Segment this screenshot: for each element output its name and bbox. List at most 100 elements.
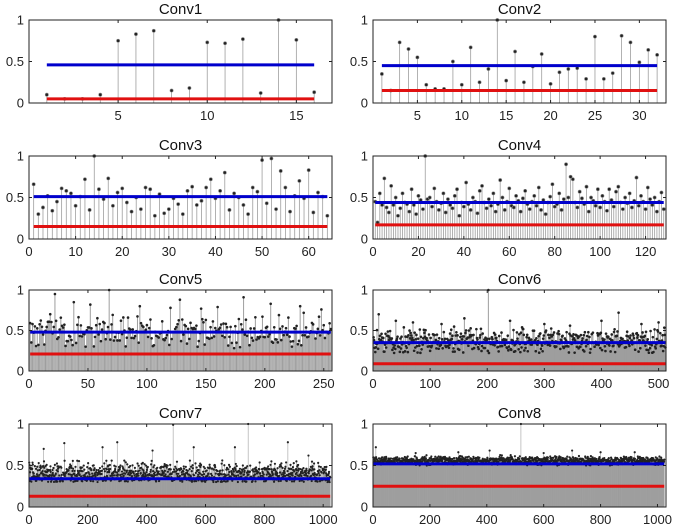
data-point <box>390 337 394 340</box>
data-point <box>182 467 186 470</box>
data-point <box>405 346 408 350</box>
data-point <box>225 474 228 477</box>
data-point <box>169 306 172 310</box>
data-point <box>437 336 441 340</box>
y-tick-label: 0.5 <box>6 323 24 338</box>
data-point <box>435 333 439 336</box>
data-point <box>508 319 512 323</box>
data-point <box>638 346 642 350</box>
stems <box>46 20 315 103</box>
data-point <box>101 446 104 449</box>
data-point <box>238 467 242 470</box>
data-point <box>125 469 129 472</box>
data-point <box>263 335 267 339</box>
data-point <box>486 67 491 71</box>
data-point <box>268 468 271 471</box>
data-point <box>55 199 59 204</box>
data-point <box>620 207 625 212</box>
x-tick-label: 200 <box>77 512 99 527</box>
data-point <box>513 349 517 353</box>
data-point <box>548 194 553 199</box>
data-point <box>175 325 178 329</box>
data-point <box>232 191 237 196</box>
data-point <box>479 333 482 337</box>
data-point <box>388 329 392 333</box>
y-tick-label: 1 <box>17 417 24 432</box>
data-point <box>188 467 191 471</box>
data-point <box>287 472 291 476</box>
data-point <box>478 336 482 339</box>
data-point <box>635 331 639 335</box>
data-point <box>375 328 379 332</box>
y-tick-label: 0.5 <box>350 323 368 338</box>
x-tick-label: 40 <box>208 244 222 259</box>
data-point <box>636 333 640 337</box>
data-point <box>522 333 526 337</box>
data-point <box>424 82 429 87</box>
data-point <box>543 212 548 217</box>
data-point <box>166 207 171 212</box>
data-point <box>291 471 294 474</box>
data-point <box>276 341 280 344</box>
data-point <box>441 191 446 196</box>
data-point <box>195 324 198 327</box>
data-point <box>34 344 38 348</box>
data-point <box>615 334 619 338</box>
data-point <box>300 343 303 347</box>
data-point <box>230 469 233 473</box>
data-point <box>601 77 606 81</box>
data-point <box>328 480 331 484</box>
data-point <box>504 78 509 83</box>
data-point <box>475 211 480 216</box>
data-point <box>302 480 305 483</box>
data-point <box>65 467 68 471</box>
data-point <box>561 334 564 338</box>
data-point <box>163 338 166 342</box>
data-point <box>282 333 285 337</box>
data-point <box>249 327 252 330</box>
data-point <box>202 320 205 324</box>
data-point <box>142 471 145 474</box>
data-point <box>628 344 631 348</box>
data-point <box>449 328 453 332</box>
x-tick-label: 0 <box>25 512 32 527</box>
data-point <box>464 331 467 335</box>
data-point <box>196 345 199 349</box>
data-point <box>108 470 111 474</box>
data-point <box>144 464 148 467</box>
data-point <box>94 475 97 478</box>
data-point <box>539 332 542 335</box>
data-point <box>212 480 215 484</box>
data-point <box>284 465 287 468</box>
data-point <box>100 328 104 331</box>
data-point <box>49 480 53 483</box>
data-point <box>264 201 269 206</box>
data-point <box>91 472 94 475</box>
data-point <box>525 335 528 339</box>
data-point <box>559 208 564 212</box>
data-point <box>195 466 198 469</box>
data-point <box>241 203 246 207</box>
x-tick-label: 1000 <box>309 512 338 527</box>
data-point <box>484 206 489 211</box>
x-tick-label: 400 <box>591 376 613 391</box>
y-tick-label: 0.5 <box>350 54 368 69</box>
data-point <box>414 212 419 217</box>
data-point <box>632 334 635 337</box>
data-point <box>289 340 293 343</box>
data-point <box>399 347 403 350</box>
data-point <box>182 333 185 336</box>
data-point <box>311 465 314 468</box>
data-point <box>440 338 444 341</box>
data-point <box>128 473 132 477</box>
data-point <box>218 326 222 330</box>
data-point <box>72 300 76 304</box>
chart-title: Conv1 <box>159 1 202 18</box>
data-point <box>392 351 396 355</box>
data-point <box>143 185 148 190</box>
data-point <box>600 348 604 352</box>
data-point <box>113 335 117 339</box>
data-point <box>237 317 241 321</box>
data-point <box>277 480 280 483</box>
